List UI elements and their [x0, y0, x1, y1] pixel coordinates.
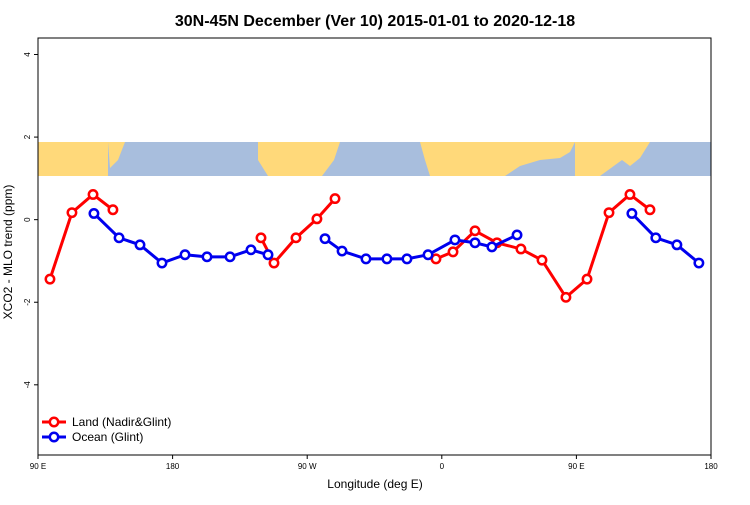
x-tick-label: 180 [166, 462, 180, 471]
legend-label: Land (Nadir&Glint) [72, 415, 171, 429]
data-point [290, 232, 302, 244]
legend-marker [48, 431, 60, 443]
data-point [107, 204, 119, 216]
data-point [113, 232, 125, 244]
data-point [245, 244, 257, 256]
data-point [401, 253, 413, 265]
data-point [66, 207, 78, 219]
y-tick-label: 4 [23, 52, 32, 57]
data-point [319, 233, 331, 245]
data-point [329, 193, 341, 205]
x-tick-label: 90 E [30, 462, 46, 471]
data-point [693, 257, 705, 269]
data-point [255, 232, 267, 244]
data-point [422, 249, 434, 261]
data-point [201, 251, 213, 263]
data-point [134, 239, 146, 251]
data-point [430, 253, 442, 265]
data-point [447, 246, 459, 258]
data-point [644, 204, 656, 216]
data-point [268, 257, 280, 269]
data-point [511, 229, 523, 241]
legend-label: Ocean (Glint) [72, 430, 143, 444]
data-point [449, 234, 461, 246]
data-point [515, 243, 527, 255]
map-band [38, 142, 711, 176]
plot-frame [37, 37, 712, 456]
data-point [469, 237, 481, 249]
data-point [469, 225, 481, 237]
data-point [650, 232, 662, 244]
y-tick-label: -4 [23, 381, 32, 389]
data-point [262, 249, 274, 261]
data-point [87, 189, 99, 200]
data-point [360, 253, 372, 265]
x-tick-label: 180 [704, 462, 718, 471]
y-tick-label: 0 [23, 217, 32, 222]
data-point [626, 208, 638, 219]
y-tick-label: 2 [23, 134, 32, 139]
data-point [88, 208, 100, 219]
y-axis-label: XCO2 - MLO trend (ppm) [1, 185, 15, 320]
chart-title: 30N-45N December (Ver 10) 2015-01-01 to … [175, 13, 575, 30]
data-point [224, 251, 236, 263]
x-tick-label: 90 W [298, 462, 317, 471]
data-point [536, 254, 548, 266]
data-point [44, 273, 56, 285]
legend-marker [48, 416, 60, 428]
data-point [603, 207, 615, 219]
data-point [311, 213, 323, 225]
data-point [486, 241, 498, 253]
x-tick-label: 90 E [568, 462, 584, 471]
data-point [581, 273, 593, 285]
data-point [179, 249, 191, 261]
data-point [381, 253, 393, 265]
data-point [156, 257, 168, 269]
data-point [671, 239, 683, 251]
data-point [336, 245, 348, 257]
data-point [624, 189, 636, 200]
y-tick-label: -2 [23, 298, 32, 306]
x-tick-label: 0 [440, 462, 445, 471]
x-axis-label: Longitude (deg E) [327, 477, 422, 491]
data-point [560, 291, 572, 303]
